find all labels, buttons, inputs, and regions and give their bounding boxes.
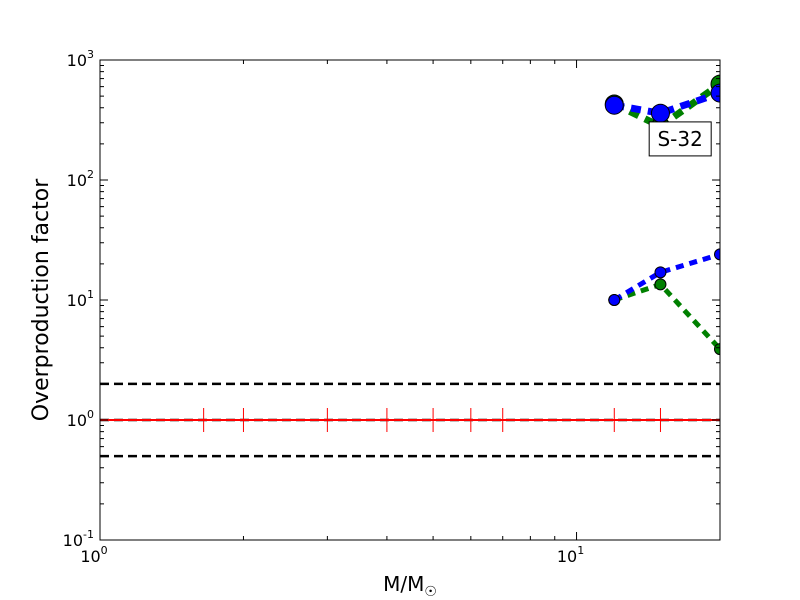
series-3-point-2 xyxy=(714,248,720,261)
series-2-point-1 xyxy=(654,278,667,291)
series-3-point-1 xyxy=(654,266,667,279)
series-3-point-3 xyxy=(761,416,772,427)
series-1-point-2 xyxy=(710,83,720,103)
series-2-line xyxy=(613,281,720,354)
x-tick-label: 101 xyxy=(557,544,584,566)
series-1-point-1 xyxy=(650,103,670,123)
series-1-line xyxy=(613,89,720,117)
plot-frame xyxy=(99,59,721,541)
annotation-box xyxy=(648,121,712,157)
x-axis-label-sub: ☉ xyxy=(424,584,437,600)
x-axis-label-main: M/M xyxy=(383,572,424,596)
series-1-point-0 xyxy=(604,95,624,115)
y-tick-label: 10-1 xyxy=(63,528,94,550)
y-tick-label: 103 xyxy=(67,48,94,70)
y-tick-label: 101 xyxy=(67,288,94,310)
x-axis-label: M/M☉ xyxy=(383,572,437,600)
series-3-line xyxy=(612,251,720,303)
y-tick-label: 100 xyxy=(67,408,94,430)
series-2-point-2 xyxy=(714,343,720,356)
series-0-point-3 xyxy=(757,174,775,192)
series-2-point-3 xyxy=(761,416,772,427)
annotation-label: S-32 xyxy=(657,127,702,151)
x-tick-label: 100 xyxy=(80,544,107,566)
series-1-point-3 xyxy=(757,186,775,204)
y-tick-label: 102 xyxy=(67,168,94,190)
y-axis-label: Overproduction factor xyxy=(29,178,54,421)
series-3-point-0 xyxy=(608,294,621,306)
